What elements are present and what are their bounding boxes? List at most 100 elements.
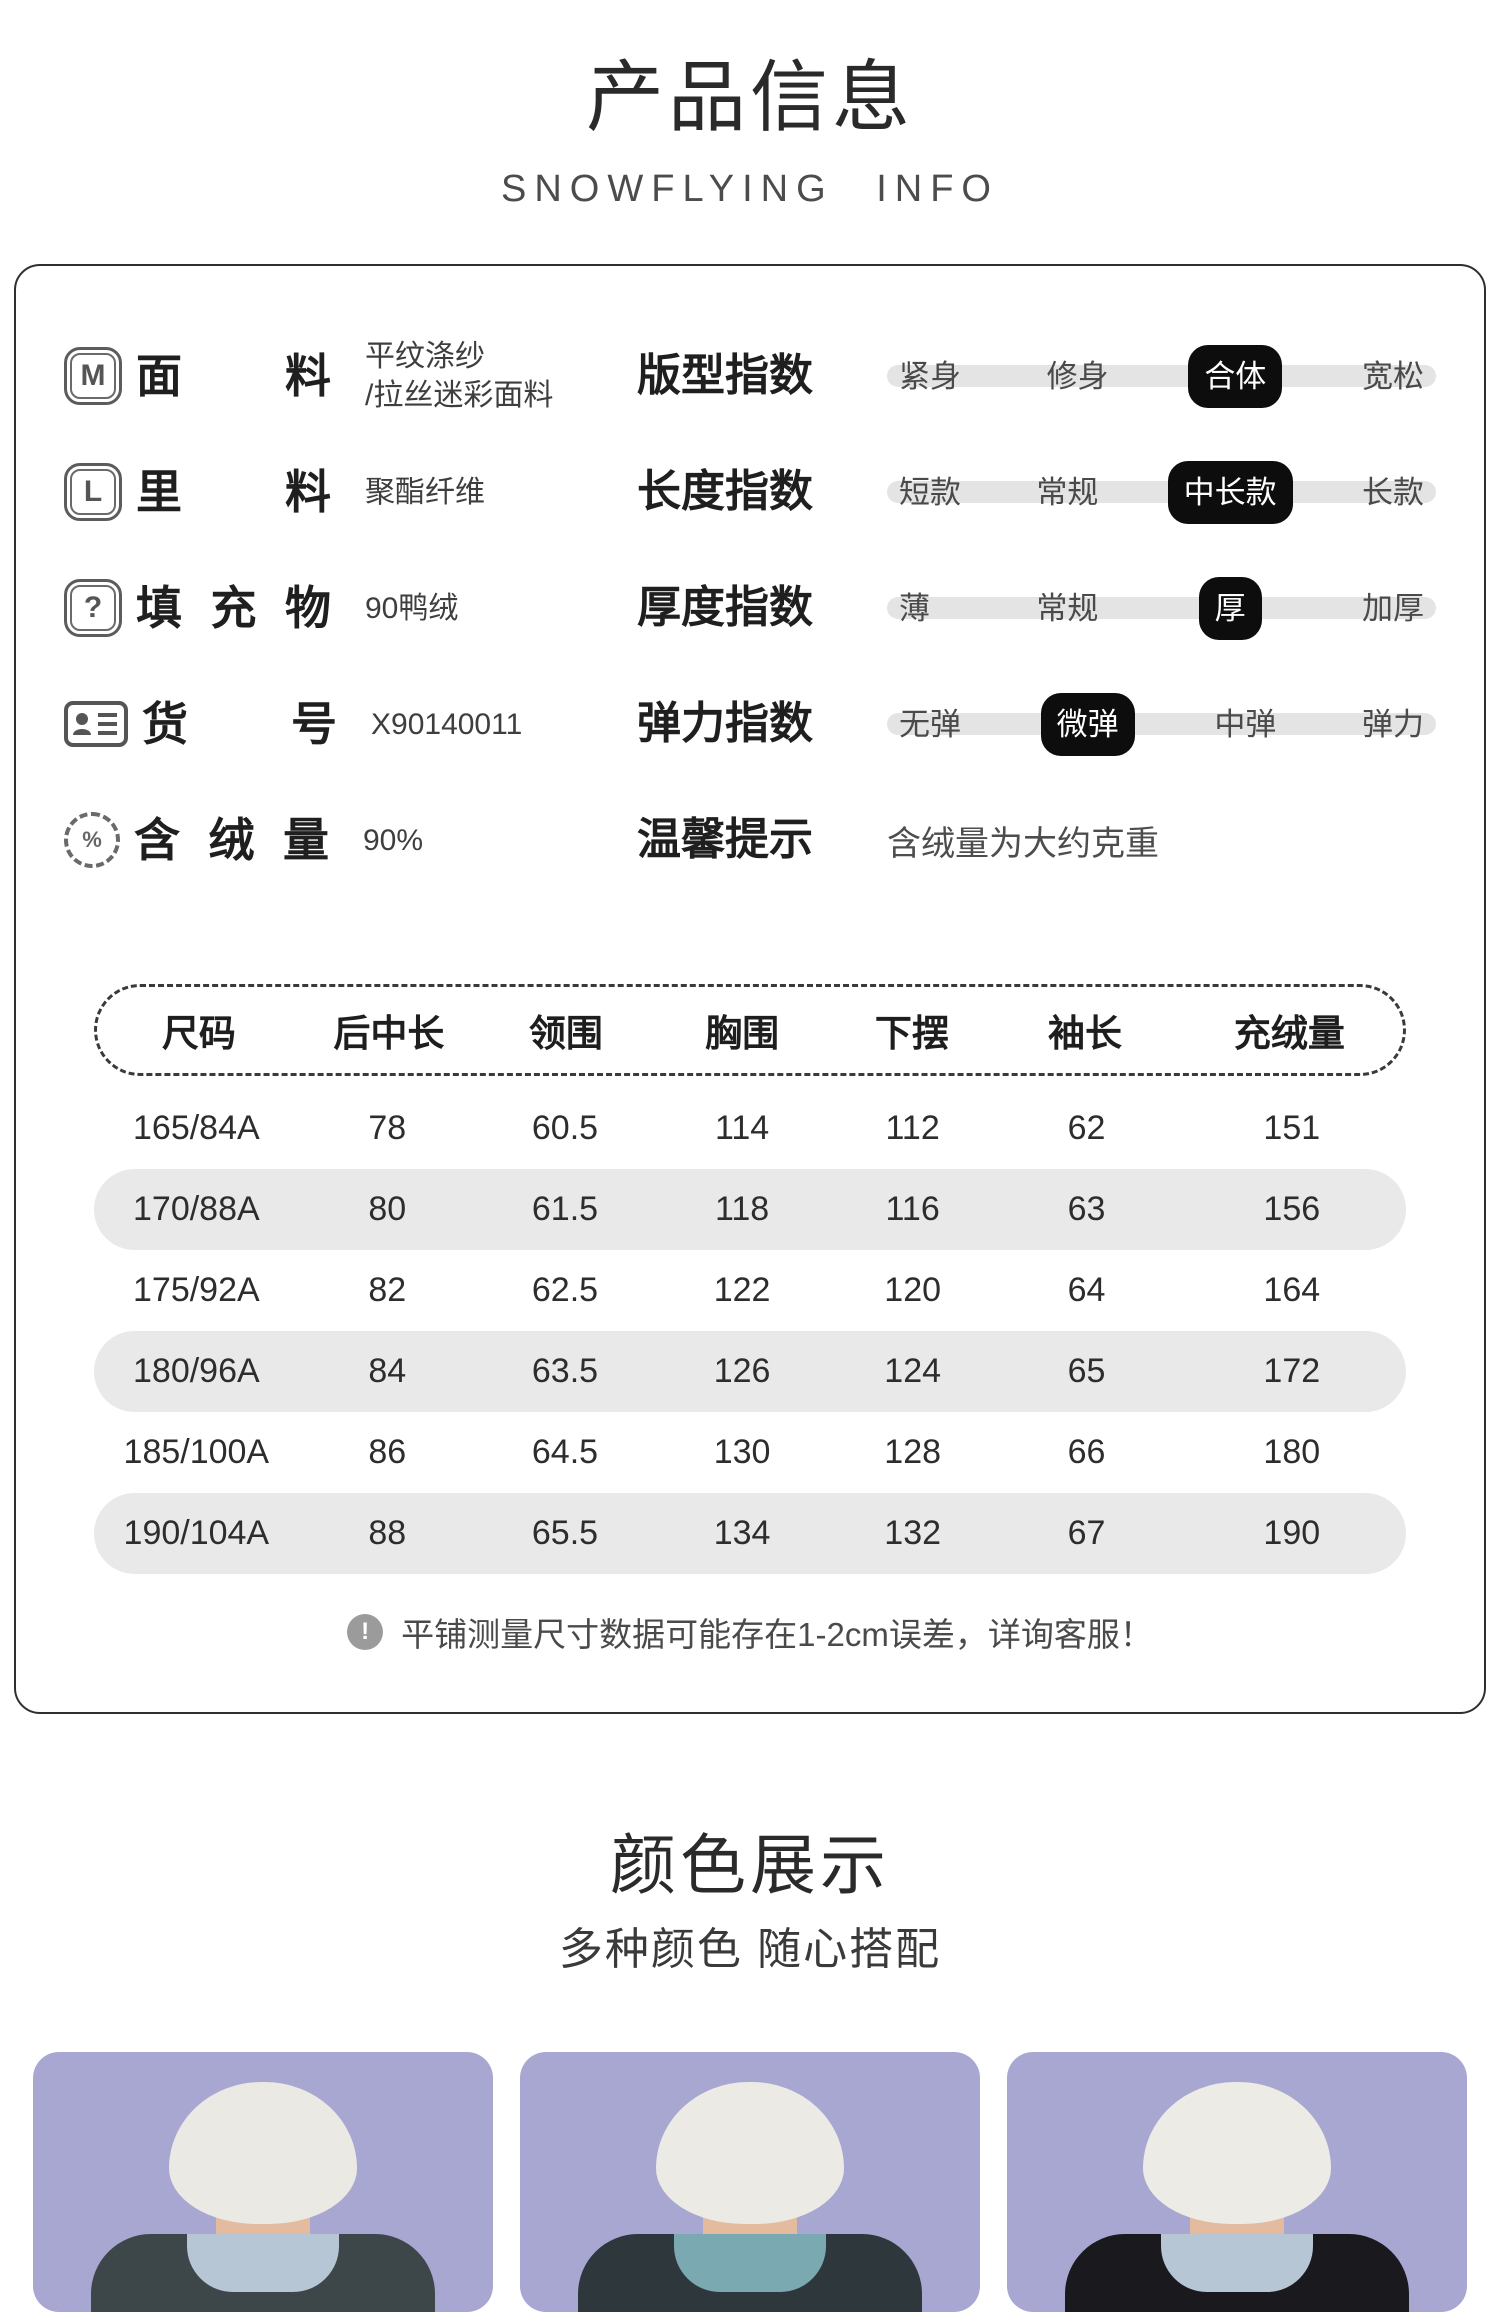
- attribute-value: 平纹涤纱 /拉丝迷彩面料: [365, 340, 554, 412]
- size-table-column-header: 后中长: [333, 1013, 445, 1054]
- percent-cycle-icon: %: [64, 812, 120, 868]
- size-table-header: 尺码 后中长 领围 胸围 下摆 袖长 充绒量: [94, 984, 1406, 1076]
- size-table-cell: 62: [1067, 1109, 1106, 1147]
- index-track: 紧身 修身 合体 宽松: [887, 344, 1436, 408]
- size-table-row: 180/96A 84 63.5 126 124 65 172: [94, 1331, 1406, 1412]
- size-table-cell: 88: [368, 1514, 407, 1552]
- size-table-cell: 172: [1263, 1352, 1321, 1390]
- index-track: 薄 常规 厚 加厚: [887, 576, 1436, 640]
- attribute-value: 90%: [363, 823, 424, 857]
- attribute-value: X90140011: [371, 707, 523, 741]
- size-table-cell: 65: [1067, 1352, 1106, 1390]
- size-table-cell: 82: [368, 1271, 407, 1309]
- size-table-cell: 80: [368, 1190, 407, 1228]
- index-option-selected: 合体: [1188, 344, 1283, 408]
- size-table-cell: 180: [1263, 1433, 1321, 1471]
- model-photo-row: [33, 2052, 1467, 2312]
- bucket-hat-shape: [656, 2082, 844, 2224]
- index-row: 厚度指数 薄 常规 厚 加厚: [637, 576, 1436, 640]
- index-option: 无弹: [899, 706, 961, 742]
- size-table-cell: 170/88A: [133, 1190, 260, 1228]
- color-section: 颜色展示 多种颜色 随心搭配: [0, 1832, 1500, 2312]
- question-badge-icon: ?: [64, 579, 122, 637]
- size-table-cell: 86: [368, 1433, 407, 1471]
- page-header: 产品信息 SNOWFLYING INFO: [0, 0, 1500, 208]
- l-badge-icon: L: [64, 463, 122, 521]
- index-option: 中弹: [1214, 706, 1277, 742]
- size-table-cell: 84: [368, 1352, 407, 1390]
- size-table-row: 170/88A 80 61.5 118 116 63 156: [94, 1169, 1406, 1250]
- index-option: 紧身: [899, 358, 961, 394]
- index-option: 加厚: [1361, 590, 1424, 626]
- size-table-column-header: 袖长: [1047, 1013, 1122, 1054]
- size-table-column-header: 充绒量: [1233, 1013, 1345, 1054]
- model-photo-card: [33, 2052, 493, 2312]
- size-table-column-header: 领围: [528, 1013, 603, 1054]
- attribute-value: 90鸭绒: [365, 591, 459, 625]
- color-section-subtitle: 多种颜色 随心搭配: [558, 1925, 942, 1974]
- index-row: 长度指数 短款 常规 中长款 长款: [637, 460, 1436, 524]
- size-table-cell: 120: [884, 1271, 942, 1309]
- size-table: 尺码 后中长 领围 胸围 下摆 袖长 充绒量 165/84A 78 60.5 114 112 62 15…: [94, 984, 1406, 1656]
- size-table-cell: 116: [885, 1190, 940, 1228]
- attribute-value: 聚酯纤维: [365, 475, 485, 509]
- measurement-note-text: 平铺测量尺寸数据可能存在1-2cm误差，详询客服！: [401, 1616, 1153, 1653]
- size-table-body: 165/84A 78 60.5 114 112 62 151 170/88A 80 61.5 118…: [94, 1088, 1406, 1574]
- index-option: 弹力: [1361, 706, 1424, 742]
- size-table-column-header: 下摆: [874, 1013, 949, 1054]
- attribute-label: 里料: [136, 466, 331, 518]
- size-table-row: 185/100A 86 64.5 130 128 66 180: [94, 1412, 1406, 1493]
- size-table-cell: 112: [885, 1109, 940, 1147]
- size-table-cell: 114: [714, 1109, 770, 1147]
- index-label: 版型指数: [637, 351, 813, 400]
- index-track: 无弹 微弹 中弹 弹力: [887, 692, 1436, 756]
- index-option-selected: 厚: [1198, 576, 1262, 640]
- size-table-cell: 60.5: [531, 1109, 599, 1147]
- model-photo-card: [1007, 2052, 1467, 2312]
- tip-label: 温馨提示: [637, 815, 813, 864]
- size-table-cell: 165/84A: [133, 1109, 260, 1147]
- size-table-column-header: 尺码: [161, 1013, 236, 1054]
- attribute-row: L 里料 聚酯纤维: [64, 463, 609, 521]
- bucket-hat-shape: [1143, 2082, 1331, 2224]
- size-table-cell: 64.5: [531, 1433, 599, 1471]
- size-table-cell: 61.5: [531, 1190, 599, 1228]
- attribute-row: 货号 X90140011: [64, 700, 609, 748]
- index-option: 宽松: [1361, 358, 1424, 394]
- attribute-label: 货号: [142, 698, 337, 750]
- model-photo-card: [520, 2052, 980, 2312]
- size-table-column-header: 胸围: [705, 1013, 780, 1054]
- size-table-cell: 190: [1263, 1514, 1321, 1552]
- size-table-cell: 67: [1067, 1514, 1106, 1552]
- attribute-label: 面料: [136, 350, 331, 402]
- hoodie-shape: [1161, 2234, 1313, 2292]
- size-table-cell: 62.5: [531, 1271, 599, 1309]
- size-table-row: 175/92A 82 62.5 122 120 64 164: [94, 1250, 1406, 1331]
- attribute-row: % 含绒量 90%: [64, 812, 609, 868]
- m-badge-icon: M: [64, 347, 122, 405]
- size-table-cell: 122: [713, 1271, 771, 1309]
- page-subtitle: SNOWFLYING INFO: [501, 168, 999, 210]
- tip-value: 含绒量为大约克重: [887, 824, 1159, 863]
- size-table-cell: 66: [1067, 1433, 1106, 1471]
- size-table-cell: 180/96A: [133, 1352, 260, 1390]
- size-table-cell: 63: [1067, 1190, 1106, 1228]
- index-track: 短款 常规 中长款 长款: [887, 460, 1436, 524]
- index-option: 常规: [1036, 590, 1099, 626]
- size-table-cell: 124: [884, 1352, 942, 1390]
- exclamation-icon: !: [347, 1614, 384, 1650]
- index-row: 弹力指数 无弹 微弹 中弹 弹力: [637, 692, 1436, 756]
- index-option: 短款: [899, 474, 961, 510]
- attribute-row: ? 填充物 90鸭绒: [64, 579, 609, 637]
- size-table-cell: 65.5: [531, 1514, 599, 1552]
- hoodie-shape: [187, 2234, 339, 2292]
- index-option: 薄: [899, 590, 930, 626]
- size-table-cell: 132: [884, 1514, 942, 1552]
- size-table-cell: 190/104A: [123, 1514, 270, 1552]
- color-section-title: 颜色展示: [610, 1828, 890, 1902]
- attribute-row: M 面料 平纹涤纱 /拉丝迷彩面料: [64, 337, 609, 415]
- size-table-cell: 156: [1263, 1190, 1321, 1228]
- attribute-label: 填充物: [136, 582, 331, 634]
- size-table-cell: 64: [1067, 1271, 1106, 1309]
- size-table-cell: 134: [713, 1514, 771, 1552]
